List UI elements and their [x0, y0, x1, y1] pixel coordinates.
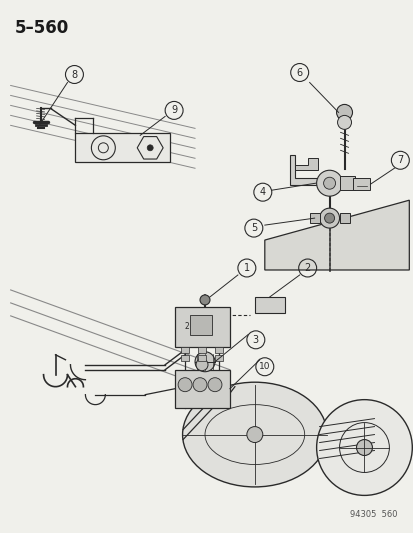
Text: 8: 8	[71, 69, 77, 79]
Circle shape	[196, 359, 207, 371]
Text: 5: 5	[250, 223, 256, 233]
Bar	[309, 213, 319, 223]
Text: 94305  560: 94305 560	[349, 510, 396, 519]
Bar	[175, 370, 229, 408]
Circle shape	[195, 352, 214, 372]
Bar	[214, 355, 223, 361]
Circle shape	[316, 400, 411, 495]
Circle shape	[316, 170, 342, 196]
Circle shape	[336, 104, 351, 120]
Text: 3: 3	[252, 335, 258, 345]
Bar	[180, 355, 189, 361]
Circle shape	[323, 177, 335, 189]
Polygon shape	[294, 158, 317, 170]
Bar	[175, 307, 229, 347]
Bar	[197, 347, 206, 353]
Bar	[254, 297, 284, 313]
Text: 4: 4	[259, 187, 265, 197]
Bar	[190, 315, 211, 335]
Text: 9: 9	[171, 106, 177, 116]
Bar	[214, 347, 223, 353]
Text: 1: 1	[243, 263, 249, 273]
Text: 6: 6	[296, 68, 302, 77]
Ellipse shape	[182, 382, 326, 487]
Circle shape	[324, 213, 334, 223]
Circle shape	[356, 440, 372, 456]
Polygon shape	[75, 133, 170, 162]
Polygon shape	[289, 155, 319, 185]
Circle shape	[178, 378, 192, 392]
Circle shape	[199, 295, 209, 305]
Bar	[180, 347, 189, 353]
Bar	[339, 213, 349, 223]
Circle shape	[337, 116, 351, 130]
Circle shape	[246, 426, 262, 442]
Text: 2: 2	[304, 263, 310, 273]
Bar	[351, 178, 370, 190]
Text: 10: 10	[259, 362, 270, 372]
Text: 2: 2	[184, 322, 189, 332]
Polygon shape	[264, 200, 408, 270]
Circle shape	[207, 378, 221, 392]
Bar	[197, 355, 206, 361]
Circle shape	[319, 208, 339, 228]
Text: 7: 7	[396, 155, 403, 165]
Circle shape	[147, 145, 153, 151]
Text: 5–560: 5–560	[14, 19, 69, 37]
Bar	[339, 176, 354, 190]
Circle shape	[192, 378, 206, 392]
